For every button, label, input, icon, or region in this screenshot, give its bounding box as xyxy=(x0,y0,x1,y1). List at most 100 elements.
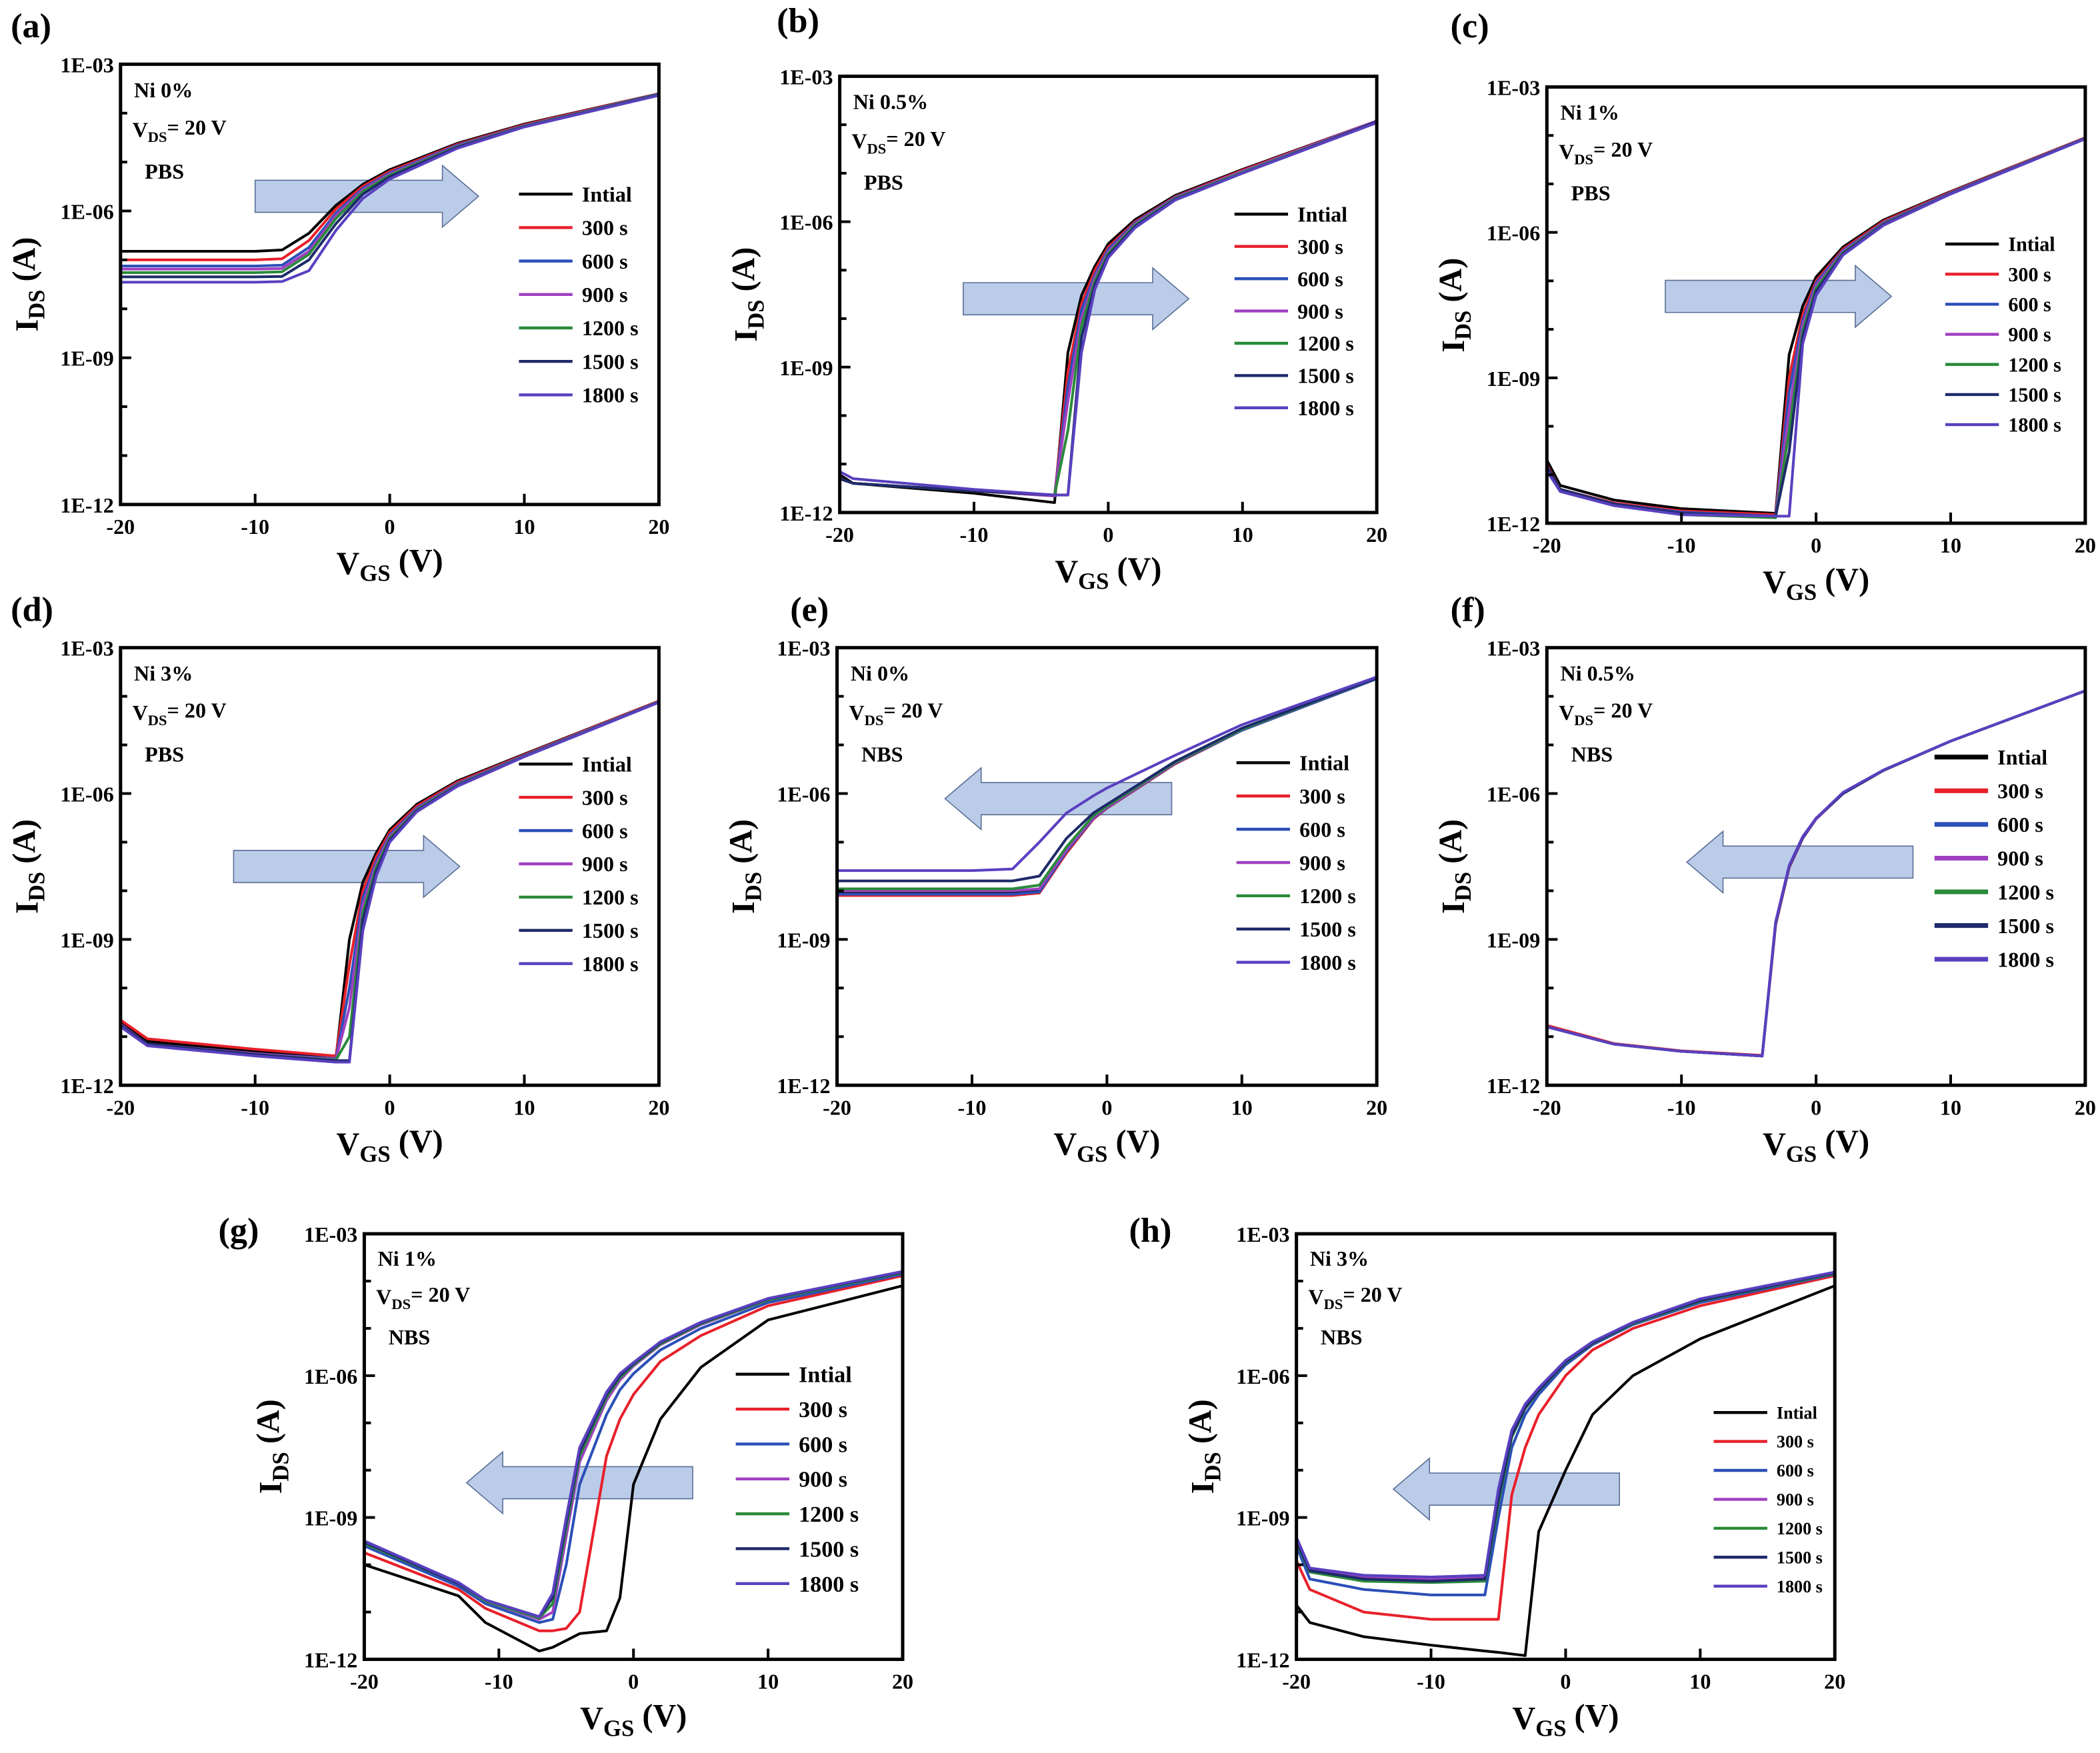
x-axis-label: VGS (V) xyxy=(1763,562,1869,605)
legend-item[interactable]: 1200 s xyxy=(1713,1519,1823,1538)
legend-item[interactable]: 1500 s xyxy=(1236,917,1356,941)
legend-item[interactable]: 1200 s xyxy=(1934,880,2054,904)
legend-item[interactable]: 600 s xyxy=(1713,1461,1814,1480)
legend-item[interactable]: 600 s xyxy=(735,1432,847,1457)
legend-item[interactable]: 1500 s xyxy=(1934,914,2054,938)
legend-item[interactable]: 1200 s xyxy=(1234,331,1354,355)
label-subscript: GS xyxy=(1786,579,1817,605)
legend-item[interactable]: 900 s xyxy=(1234,299,1343,323)
vds-rest: = 20 V xyxy=(167,699,227,723)
legend-label: 1800 s xyxy=(1297,396,1354,420)
legend-label: 900 s xyxy=(1297,299,1343,323)
legend: Intial 300 s 600 s 900 s 1200 s 1500 s 1800 s xyxy=(519,182,639,407)
legend-item[interactable]: 300 s xyxy=(735,1398,847,1422)
legend-item[interactable]: 1200 s xyxy=(1236,884,1356,908)
legend-item[interactable]: Intial xyxy=(519,753,632,777)
legend-item[interactable]: Intial xyxy=(1234,203,1347,227)
legend-item[interactable]: 600 s xyxy=(519,819,628,843)
legend-item[interactable]: 1800 s xyxy=(1945,414,2061,437)
panel-label: (b) xyxy=(777,1,819,40)
curves xyxy=(1547,689,2085,1058)
y-axis-label: IDS (A) xyxy=(723,819,766,914)
label-unit: (V) xyxy=(1107,1124,1160,1160)
legend-item[interactable]: 900 s xyxy=(1713,1490,1814,1510)
label-unit: (A) xyxy=(723,819,759,872)
legend-item[interactable]: 300 s xyxy=(1934,779,2043,803)
x-tick-label: -10 xyxy=(485,1670,513,1694)
legend-item[interactable]: 600 s xyxy=(1234,267,1343,291)
legend-label: 300 s xyxy=(1299,784,1345,808)
legend-label: 600 s xyxy=(582,819,628,843)
legend-item[interactable]: Intial xyxy=(1945,233,2055,256)
legend-item[interactable]: Intial xyxy=(735,1363,852,1388)
legend-item[interactable]: 900 s xyxy=(1934,847,2043,871)
legend-item[interactable]: 300 s xyxy=(1234,235,1343,259)
legend-item[interactable]: 1200 s xyxy=(519,885,639,909)
legend-item[interactable]: 1800 s xyxy=(1234,396,1354,420)
panel-label: (f) xyxy=(1451,591,1485,629)
vds-rest: = 20 V xyxy=(167,115,227,139)
legend-item[interactable]: 300 s xyxy=(1945,263,2051,286)
material-annotation: Ni 1% xyxy=(378,1246,437,1270)
series-line-600s xyxy=(1296,1272,1835,1596)
y-tick-label: 1E-12 xyxy=(1236,1648,1289,1672)
legend-item[interactable]: Intial xyxy=(1236,751,1349,775)
x-tick-label: -20 xyxy=(1282,1670,1311,1694)
legend-item[interactable]: 1800 s xyxy=(735,1572,859,1597)
legend-item[interactable]: 300 s xyxy=(519,785,628,809)
y-tick-label: 1E-09 xyxy=(1487,928,1540,952)
legend-item[interactable]: 600 s xyxy=(1945,293,2051,316)
x-tick-label: 0 xyxy=(385,515,395,539)
legend-item[interactable]: 1800 s xyxy=(1713,1577,1823,1596)
series-line-1800s xyxy=(1296,1270,1835,1579)
legend-item[interactable]: 1200 s xyxy=(519,316,639,340)
panel-label: (e) xyxy=(790,591,829,629)
legend-item[interactable]: 1500 s xyxy=(519,918,639,942)
label-unit: (V) xyxy=(1567,1698,1619,1734)
legend-item[interactable]: 1500 s xyxy=(1945,383,2061,406)
x-axis-label: VGS (V) xyxy=(1055,551,1161,594)
legend-item[interactable]: 1800 s xyxy=(519,383,639,407)
series-line-1800s xyxy=(837,675,1377,873)
legend-item[interactable]: 600 s xyxy=(519,249,628,273)
legend-item[interactable]: 600 s xyxy=(1934,813,2043,837)
y-axis-label: IDS (A) xyxy=(726,247,769,342)
legend-item[interactable]: 300 s xyxy=(519,216,628,240)
x-tick-label: 0 xyxy=(1811,1095,1821,1119)
legend-label: 1200 s xyxy=(582,316,639,340)
legend-item[interactable]: 1500 s xyxy=(1234,364,1354,388)
legend-item[interactable]: 900 s xyxy=(1945,323,2051,346)
series-line-1500s xyxy=(837,676,1377,882)
legend-item[interactable]: Intial xyxy=(519,182,632,206)
legend-item[interactable]: 900 s xyxy=(1236,851,1345,875)
y-axis-label: IDS (A) xyxy=(7,819,49,914)
legend-item[interactable]: 1500 s xyxy=(519,349,639,373)
vds-main: V xyxy=(376,1284,391,1308)
legend: Intial 300 s 600 s 900 s 1200 s 1500 s 1800 s xyxy=(1236,751,1356,974)
y-tick-label: 1E-09 xyxy=(1487,367,1540,391)
legend-item[interactable]: 900 s xyxy=(519,852,628,876)
x-tick-label: 0 xyxy=(1811,533,1821,557)
legend-item[interactable]: 1800 s xyxy=(519,952,639,976)
legend-label: Intial xyxy=(2008,233,2055,256)
vds-subscript: DS xyxy=(1324,1296,1343,1312)
legend-item[interactable]: 1800 s xyxy=(1934,947,2054,971)
legend-item[interactable]: 900 s xyxy=(735,1468,847,1492)
legend-item[interactable]: 1200 s xyxy=(735,1502,859,1527)
x-axis-label: VGS (V) xyxy=(580,1698,687,1741)
legend-item[interactable]: 1500 s xyxy=(1713,1548,1823,1567)
legend-item[interactable]: 1500 s xyxy=(735,1537,859,1562)
legend-item[interactable]: 900 s xyxy=(519,283,628,307)
legend-label: 1800 s xyxy=(1777,1577,1823,1596)
legend-label: 1800 s xyxy=(2008,414,2061,437)
legend-item[interactable]: 600 s xyxy=(1236,817,1345,841)
legend-item[interactable]: Intial xyxy=(1713,1403,1817,1422)
legend-item[interactable]: 1800 s xyxy=(1236,950,1356,974)
legend-item[interactable]: Intial xyxy=(1934,745,2047,769)
legend-item[interactable]: 1200 s xyxy=(1945,353,2061,376)
label-main: I xyxy=(1436,901,1471,914)
legend-item[interactable]: 300 s xyxy=(1236,784,1345,808)
label-subscript: GS xyxy=(1078,569,1109,595)
legend-item[interactable]: 300 s xyxy=(1713,1432,1814,1452)
material-annotation: Ni 3% xyxy=(134,661,193,685)
